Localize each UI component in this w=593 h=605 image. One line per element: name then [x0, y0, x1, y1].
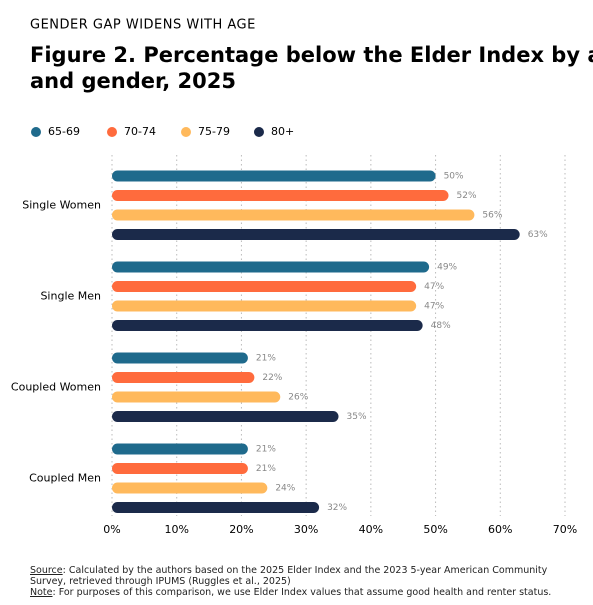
- bar: [112, 300, 417, 312]
- value-label: 32%: [327, 503, 347, 513]
- y-tick-label: Single Women: [22, 198, 101, 211]
- bar: [112, 229, 520, 240]
- x-tick-label: 30%: [294, 523, 318, 536]
- footnote-text: : For purposes of this comparison, we us…: [52, 587, 552, 598]
- bar: [112, 391, 281, 403]
- legend-swatch: [31, 127, 41, 137]
- value-label: 48%: [431, 321, 451, 331]
- chart-subtitle: GENDER GAP WIDENS WITH AGE: [30, 18, 256, 33]
- value-label: 21%: [256, 354, 276, 364]
- footnote-label: Note: [30, 587, 53, 598]
- value-label: 21%: [256, 464, 276, 474]
- chart-title: Figure 2. Percentage below the Elder Ind…: [30, 43, 593, 67]
- bar: [112, 209, 475, 221]
- bar: [112, 443, 248, 455]
- footnote-label: Source: [30, 565, 63, 576]
- legend-label: 80+: [271, 125, 294, 138]
- legend-swatch: [107, 127, 117, 137]
- legend-swatch: [181, 127, 191, 137]
- y-tick-label: Coupled Women: [11, 380, 101, 393]
- value-label: 35%: [347, 412, 367, 422]
- value-label: 52%: [457, 191, 477, 201]
- footnote-text: : Calculated by the authors based on the…: [30, 565, 548, 587]
- legend-label: 75-79: [198, 125, 230, 138]
- value-label: 47%: [424, 282, 444, 292]
- legend-label: 70-74: [124, 125, 156, 138]
- x-tick-label: 20%: [229, 523, 253, 536]
- x-tick-label: 0%: [103, 523, 120, 536]
- x-tick-label: 60%: [488, 523, 512, 536]
- bar: [112, 482, 268, 494]
- value-label: 56%: [482, 211, 502, 221]
- x-tick-label: 10%: [164, 523, 188, 536]
- y-tick-label: Coupled Men: [29, 471, 101, 484]
- bar: [112, 411, 339, 422]
- legend-swatch: [254, 127, 264, 137]
- bar: [112, 352, 248, 364]
- x-tick-label: 50%: [423, 523, 447, 536]
- chart: GENDER GAP WIDENS WITH AGE Figure 2. Per…: [11, 18, 593, 537]
- bar: [112, 281, 417, 292]
- value-label: 24%: [275, 484, 295, 494]
- value-label: 26%: [288, 393, 308, 403]
- x-tick-label: 70%: [553, 523, 577, 536]
- value-label: 22%: [262, 373, 282, 383]
- value-label: 21%: [256, 445, 276, 455]
- chart-title: and gender, 2025: [30, 69, 236, 93]
- footnote: Note: For purposes of this comparison, w…: [30, 587, 575, 598]
- legend-label: 65-69: [48, 125, 80, 138]
- bar: [112, 261, 430, 273]
- bar: [112, 170, 436, 182]
- y-tick-label: Single Men: [40, 289, 101, 302]
- bar: [112, 190, 449, 201]
- bar: [112, 463, 248, 474]
- x-tick-label: 40%: [359, 523, 383, 536]
- bar: [112, 502, 320, 513]
- value-label: 50%: [444, 172, 464, 182]
- value-label: 63%: [528, 230, 548, 240]
- value-label: 49%: [437, 263, 457, 273]
- bar: [112, 320, 423, 331]
- value-label: 47%: [424, 302, 444, 312]
- bar: [112, 372, 255, 383]
- footnote: Source: Calculated by the authors based …: [30, 565, 575, 587]
